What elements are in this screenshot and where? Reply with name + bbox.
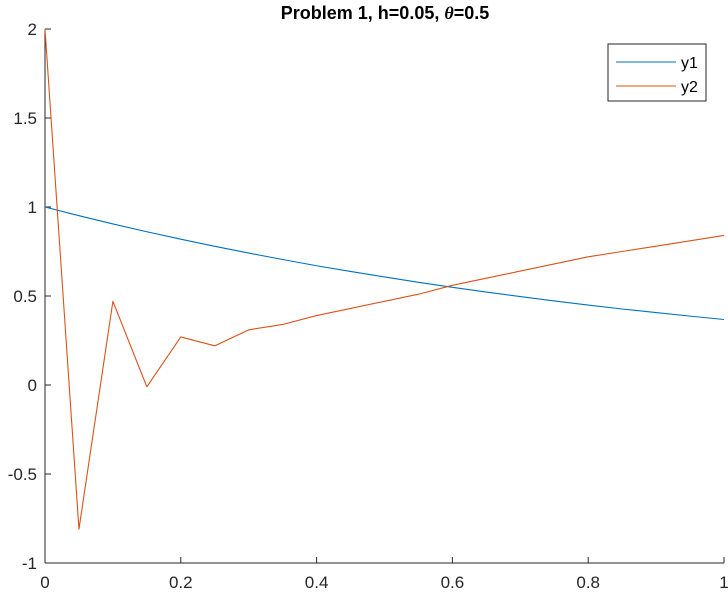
plot-lines bbox=[44, 28, 725, 530]
y-tick-label: 1.5 bbox=[13, 109, 37, 128]
x-tick-label: 0.8 bbox=[576, 573, 600, 592]
legend-box bbox=[607, 43, 707, 102]
plot-area bbox=[45, 29, 724, 563]
y-tick-label: 0.5 bbox=[13, 287, 37, 306]
x-tick-label: 0.6 bbox=[441, 573, 465, 592]
series-line-y1 bbox=[44, 206, 725, 321]
y-tick-label: 1 bbox=[28, 198, 37, 217]
series-line-y2 bbox=[44, 28, 725, 530]
axes: 0 0.2 0.4 0.6 0.8 1 -1 -0.5 0 0.5 1 1.5 2 bbox=[8, 20, 728, 592]
y-tick-label: -0.5 bbox=[8, 465, 37, 484]
y-tick-label: 2 bbox=[28, 20, 37, 39]
chart-title: Problem 1, h=0.05, θ=0.5 bbox=[281, 3, 489, 23]
x-tick-label: 0.2 bbox=[169, 573, 193, 592]
x-tick-label: 1 bbox=[719, 573, 728, 592]
legend-label: y1 bbox=[681, 55, 698, 72]
x-tick-label: 0.4 bbox=[305, 573, 329, 592]
legend-label: y2 bbox=[681, 79, 698, 96]
y-tick-label: -1 bbox=[22, 554, 37, 573]
x-tick-label: 0 bbox=[40, 573, 49, 592]
y-tick-label: 0 bbox=[28, 376, 37, 395]
